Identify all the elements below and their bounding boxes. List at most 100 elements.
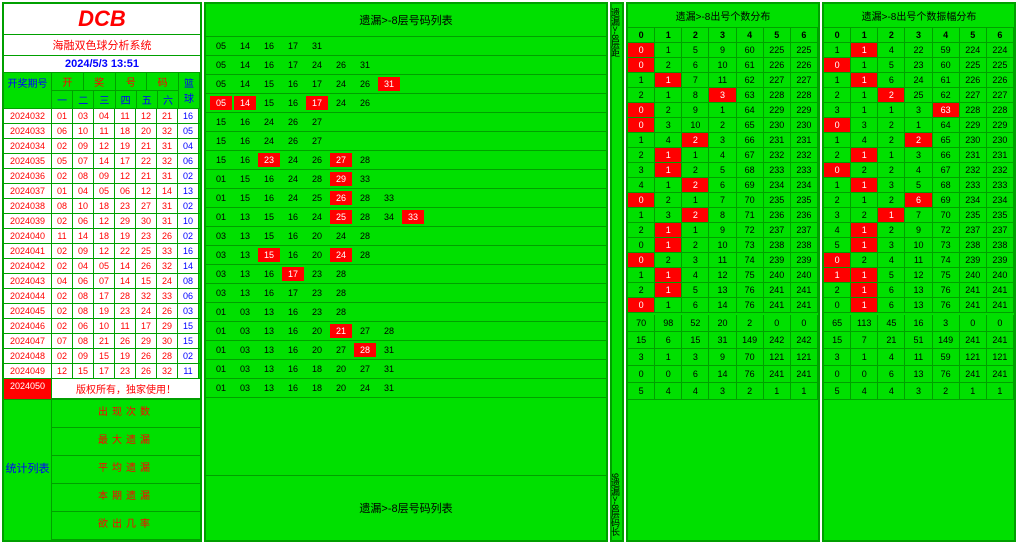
dist-cell: 5	[709, 163, 736, 177]
dist-cell: 236	[791, 208, 818, 222]
num: 33	[378, 191, 400, 205]
dist-cell: 241	[791, 298, 818, 312]
dist-cell: 1	[655, 148, 682, 162]
num-cell: 28	[115, 289, 136, 303]
dist-cell: 2	[824, 148, 851, 162]
num-cell: 23	[115, 364, 136, 378]
dist-cell: 227	[960, 88, 987, 102]
table-row: 202404502081923242603	[4, 304, 200, 319]
blue-cell: 16	[178, 244, 199, 258]
num: 17	[282, 39, 304, 53]
dist-cell: 63	[933, 103, 960, 117]
dist-cell: 3	[905, 103, 932, 117]
num-cell: 30	[136, 214, 157, 228]
dist-cell: 4	[655, 133, 682, 147]
num: 23	[258, 153, 280, 167]
num: 26	[330, 191, 352, 205]
dist-row: 1171162227227	[628, 73, 818, 88]
stat-cell: 70	[737, 349, 764, 365]
stat-cell: 1	[960, 383, 987, 399]
table-row: 202404102091222253316	[4, 244, 200, 259]
num-cell: 31	[157, 199, 178, 213]
stat-cell: 20	[709, 315, 736, 331]
num: 15	[258, 248, 280, 262]
dist-cell: 1	[655, 283, 682, 297]
dist-cell: 0	[628, 43, 655, 57]
issue-hdr: 开奖期号	[4, 73, 52, 109]
num: 18	[306, 381, 328, 395]
stat-cell: 52	[682, 315, 709, 331]
stat-row: 70985220200	[628, 315, 818, 332]
num-cell: 29	[157, 319, 178, 333]
dist-cell: 1	[851, 178, 878, 192]
dist-cell: 226	[987, 73, 1014, 87]
stat-cell: 15	[824, 332, 851, 348]
dist-cell: 1	[628, 73, 655, 87]
dist-cell: 1	[824, 268, 851, 282]
dist-cell: 232	[987, 163, 1014, 177]
stat-cell: 15	[682, 332, 709, 348]
num: 28	[354, 229, 376, 243]
num-cell: 33	[157, 289, 178, 303]
num: 28	[330, 267, 352, 281]
dist-cell: 231	[764, 133, 791, 147]
table-row: 202404202040514263214	[4, 259, 200, 274]
num-cell: 27	[136, 199, 157, 213]
num-cell: 02	[52, 289, 73, 303]
blue-cell: 02	[178, 229, 199, 243]
dist-cell: 2	[682, 178, 709, 192]
dist-cell: 6	[878, 283, 905, 297]
num: 24	[330, 77, 352, 91]
dist-cell: 2	[628, 148, 655, 162]
stat-cell: 241	[987, 366, 1014, 382]
dist-row: 0261061226226	[628, 58, 818, 73]
col-hdr: 6	[987, 28, 1014, 42]
mid-panel: 遗漏>-8层号码列表 05141617310514161724263105141…	[204, 2, 608, 542]
dist-cell: 22	[905, 43, 932, 57]
dist-cell: 62	[933, 88, 960, 102]
num: 14	[234, 39, 256, 53]
num: 16	[234, 153, 256, 167]
num: 05	[210, 77, 232, 91]
num: 17	[306, 77, 328, 91]
issue-cell: 2024040	[4, 229, 52, 243]
hdr-cell: 四	[116, 91, 137, 109]
dist-cell: 1	[655, 178, 682, 192]
dist-row: 015960225225	[628, 43, 818, 58]
dist-cell: 2	[878, 223, 905, 237]
dist-cell: 2	[682, 133, 709, 147]
stat-row: 313970121121	[628, 349, 818, 366]
num: 15	[210, 153, 232, 167]
dist-cell: 59	[933, 43, 960, 57]
num-cell: 10	[73, 199, 94, 213]
num-cell: 12	[136, 184, 157, 198]
num-row: 03131516202428	[206, 227, 606, 246]
stat-cell: 16	[905, 315, 932, 331]
dist-cell: 1	[851, 193, 878, 207]
num: 20	[306, 324, 328, 338]
num: 26	[306, 153, 328, 167]
num: 05	[210, 96, 232, 110]
num: 28	[330, 305, 352, 319]
num-cell: 32	[157, 364, 178, 378]
stat-cell: 3	[824, 349, 851, 365]
stat-cell: 149	[933, 332, 960, 348]
stat-cell: 98	[655, 315, 682, 331]
col-hdr: 2	[682, 28, 709, 42]
datetime: 2024/5/3 13:51	[4, 56, 200, 73]
num: 20	[330, 381, 352, 395]
dist-cell: 1	[905, 118, 932, 132]
dist-cell: 7	[682, 73, 709, 87]
dist-cell: 60	[737, 43, 764, 57]
hdr-cell: 号	[116, 73, 148, 90]
num: 28	[378, 324, 400, 338]
num-cell: 05	[52, 154, 73, 168]
num: 05	[210, 39, 232, 53]
stat-cell: 6	[878, 366, 905, 382]
dist-cell: 24	[905, 73, 932, 87]
dist-cell: 3	[655, 118, 682, 132]
num-cell: 09	[73, 139, 94, 153]
num-cell: 15	[136, 274, 157, 288]
stat-cell: 113	[851, 315, 878, 331]
stat-cell: 0	[791, 315, 818, 331]
